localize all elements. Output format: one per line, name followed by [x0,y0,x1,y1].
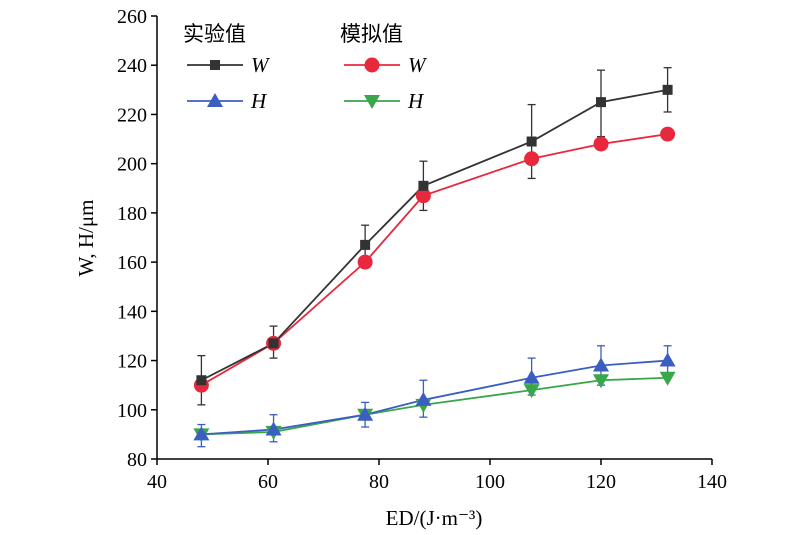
data-point [660,126,676,142]
legend-label: H [407,89,425,113]
y-tick-label: 260 [117,6,147,28]
y-tick-label: 240 [117,55,147,77]
y-tick-label: 180 [117,203,147,225]
data-point [415,188,431,204]
data-point [360,239,371,250]
x-tick-label: 120 [586,471,616,493]
data-point [523,384,540,399]
data-point [265,421,282,436]
y-tick-label: 220 [117,104,147,126]
data-point [357,254,373,270]
data-point [524,151,540,167]
x-axis-label: ED/(J·m⁻³) [386,506,483,530]
x-tick-label: 40 [147,471,167,493]
legend-label: H [250,89,268,113]
error-bars [197,67,672,448]
legend-swatch-marker [210,60,220,70]
legend-swatch-marker [364,95,380,109]
data-point [593,374,609,389]
legend-swatch-marker [364,57,380,73]
x-tick-label: 80 [369,471,389,493]
y-tick-label: 80 [127,449,147,471]
axes: 40 60 80 100 120 140 80 100 120 140 160 180 200 220 24… [117,6,727,493]
legend-group-title: 实验值 [183,22,246,46]
series-line [201,359,668,436]
data-point [418,180,429,191]
y-tick-label: 160 [117,252,147,274]
y-tick-label: 140 [117,301,147,323]
legend-label: W [408,53,428,77]
data-point [659,371,676,386]
x-tick-label: 60 [258,471,278,493]
series-markers [193,84,676,443]
legend-group-title: 模拟值 [340,22,403,46]
data-point [357,406,374,421]
data-point [596,97,606,108]
y-axis-label: W, H/μm [74,200,98,277]
x-tick-label: 100 [475,471,505,493]
legend-label: W [251,53,271,77]
data-point [593,357,609,372]
y-tick-label: 200 [117,154,147,176]
data-point [659,352,676,367]
data-point [526,136,537,147]
data-point [415,391,432,406]
data-point [593,136,609,152]
data-point [196,375,207,386]
data-point [662,84,673,95]
data-point [268,338,279,349]
legend-swatch-marker [207,93,223,107]
x-tick-label: 140 [697,471,727,493]
y-tick-label: 100 [117,400,147,422]
data-point [523,369,540,384]
data-point [193,426,210,441]
y-tick-label: 120 [117,351,147,373]
